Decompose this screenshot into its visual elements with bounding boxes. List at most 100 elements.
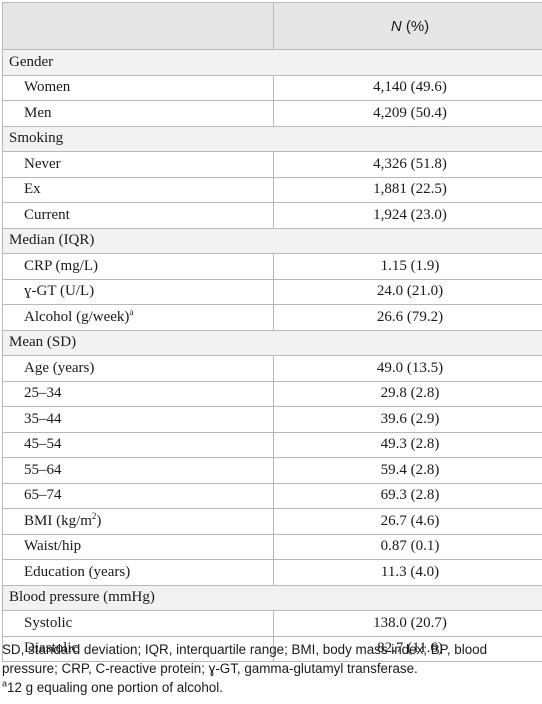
row-value: 49.3 (2.8) — [273, 431, 542, 458]
table-row: Alcohol (g/week)a 26.6 (79.2) — [2, 304, 542, 331]
section-header-row: Smoking — [2, 125, 542, 152]
footnote-a-text: 12 g equaling one portion of alcohol. — [7, 680, 223, 695]
row-value: 11.3 (4.0) — [273, 559, 542, 586]
row-value: 4,140 (49.6) — [273, 74, 542, 101]
table-row: 45–54 49.3 (2.8) — [2, 431, 542, 458]
row-label-text: Diastolic — [24, 640, 79, 657]
row-label: Men — [2, 100, 274, 127]
row-label-text: Systolic — [24, 614, 73, 631]
row-label: Systolic — [2, 610, 274, 637]
row-label-superscript: a — [129, 306, 134, 317]
table-row: ɣ-GT (U/L) 24.0 (21.0) — [2, 278, 542, 305]
table-row: BMI (kg/m2) 26.7 (4.6) — [2, 508, 542, 535]
row-value: 29.8 (2.8) — [273, 380, 542, 407]
row-label-text: Never — [24, 155, 61, 172]
row-label-text: 45–54 — [24, 436, 62, 453]
row-label-text: ɣ-GT (U/L) — [24, 283, 95, 300]
table-row: 35–44 39.6 (2.9) — [2, 406, 542, 433]
row-label: 45–54 — [2, 431, 274, 458]
section-title: Gender — [2, 49, 542, 76]
table-row: 55–64 59.4 (2.8) — [2, 457, 542, 484]
row-label: CRP (mg/L) — [2, 253, 274, 280]
row-value: 69.3 (2.8) — [273, 482, 542, 509]
row-value: 1,924 (23.0) — [273, 202, 542, 229]
table-row: Systolic 138.0 (20.7) — [2, 610, 542, 637]
table-row: 65–74 69.3 (2.8) — [2, 482, 542, 509]
header-n-symbol: N — [390, 17, 402, 35]
section-title: Mean (SD) — [2, 329, 542, 356]
table-row: Waist/hip 0.87 (0.1) — [2, 533, 542, 560]
row-value: 0.87 (0.1) — [273, 533, 542, 560]
table-row: Women 4,140 (49.6) — [2, 74, 542, 101]
row-label-text: Ex — [24, 181, 41, 198]
footnote-a: a12 g equaling one portion of alcohol. — [2, 678, 538, 697]
footnote-a-marker: a — [2, 678, 8, 689]
row-label: 25–34 — [2, 380, 274, 407]
row-label-text: Women — [24, 79, 71, 96]
header-blank-cell — [2, 2, 274, 50]
characteristics-table: N (%) Gender Women 4,140 (49.6) Men 4,209 (5… — [2, 2, 542, 662]
table-row: Never 4,326 (51.8) — [2, 151, 542, 178]
row-value: 1,881 (22.5) — [273, 176, 542, 203]
section-header-row: Gender — [2, 49, 542, 76]
row-label-text: CRP (mg/L) — [24, 257, 99, 274]
table-row: CRP (mg/L) 1.15 (1.9) — [2, 253, 542, 280]
row-label: Current — [2, 202, 274, 229]
row-label: Age (years) — [2, 355, 274, 382]
row-label-text: 65–74 — [24, 487, 62, 504]
header-percent: (%) — [401, 17, 430, 35]
table-footnotes: SD, standard deviation; IQR, interquarti… — [2, 640, 538, 697]
row-label: Waist/hip — [2, 533, 274, 560]
footnote-abbreviations: SD, standard deviation; IQR, interquarti… — [2, 642, 488, 676]
row-value: 49.0 (13.5) — [273, 355, 542, 382]
row-label-text: 25–34 — [24, 385, 62, 402]
section-title: Smoking — [2, 125, 542, 152]
section-title: Median (IQR) — [2, 227, 542, 254]
row-label: 65–74 — [2, 482, 274, 509]
row-label: Diastolic — [2, 635, 274, 662]
table-row: Diastolic 82.7 (11.6) — [2, 635, 542, 662]
row-label-text: 35–44 — [24, 410, 62, 427]
row-label-text: Education (years) — [24, 563, 131, 580]
header-n-percent: N (%) — [273, 2, 542, 50]
row-value: 59.4 (2.8) — [273, 457, 542, 484]
row-label-text: Waist/hip — [24, 538, 82, 555]
table-row: Ex 1,881 (22.5) — [2, 176, 542, 203]
table-row: Men 4,209 (50.4) — [2, 100, 542, 127]
table-row: 25–34 29.8 (2.8) — [2, 380, 542, 407]
row-label-text: 55–64 — [24, 461, 62, 478]
table-row: Current 1,924 (23.0) — [2, 202, 542, 229]
row-value: 4,209 (50.4) — [273, 100, 542, 127]
row-label: Never — [2, 151, 274, 178]
section-header-row: Median (IQR) — [2, 227, 542, 254]
table-body: Gender Women 4,140 (49.6) Men 4,209 (50.4) Sm… — [2, 49, 542, 662]
row-value: 4,326 (51.8) — [273, 151, 542, 178]
section-header-row: Blood pressure (mmHg) — [2, 584, 542, 611]
row-label: Ex — [2, 176, 274, 203]
row-label: 35–44 — [2, 406, 274, 433]
section-title: Blood pressure (mmHg) — [2, 584, 542, 611]
row-label: 55–64 — [2, 457, 274, 484]
row-value: 39.6 (2.9) — [273, 406, 542, 433]
row-label-text: Men — [24, 104, 52, 121]
row-label-superscript: 2 — [91, 510, 97, 521]
row-label-text: Current — [24, 206, 70, 223]
section-header-row: Mean (SD) — [2, 329, 542, 356]
row-label: ɣ-GT (U/L) — [2, 278, 274, 305]
row-label: Women — [2, 74, 274, 101]
row-value: 1.15 (1.9) — [273, 253, 542, 280]
row-value: 138.0 (20.7) — [273, 610, 542, 637]
table-row: Education (years) 11.3 (4.0) — [2, 559, 542, 586]
row-label-text: BMI (kg/m — [24, 512, 92, 529]
row-value: 82.7 (11.6) — [273, 635, 542, 662]
row-label-suffix: ) — [96, 512, 102, 529]
row-label: BMI (kg/m2) — [2, 508, 274, 535]
row-value: 24.0 (21.0) — [273, 278, 542, 305]
row-value: 26.6 (79.2) — [273, 304, 542, 331]
row-label: Education (years) — [2, 559, 274, 586]
row-label-text: Age (years) — [24, 359, 95, 376]
table-row: Age (years) 49.0 (13.5) — [2, 355, 542, 382]
row-value: 26.7 (4.6) — [273, 508, 542, 535]
table-header-row: N (%) — [2, 2, 542, 50]
row-label-text: Alcohol (g/week) — [24, 308, 130, 325]
